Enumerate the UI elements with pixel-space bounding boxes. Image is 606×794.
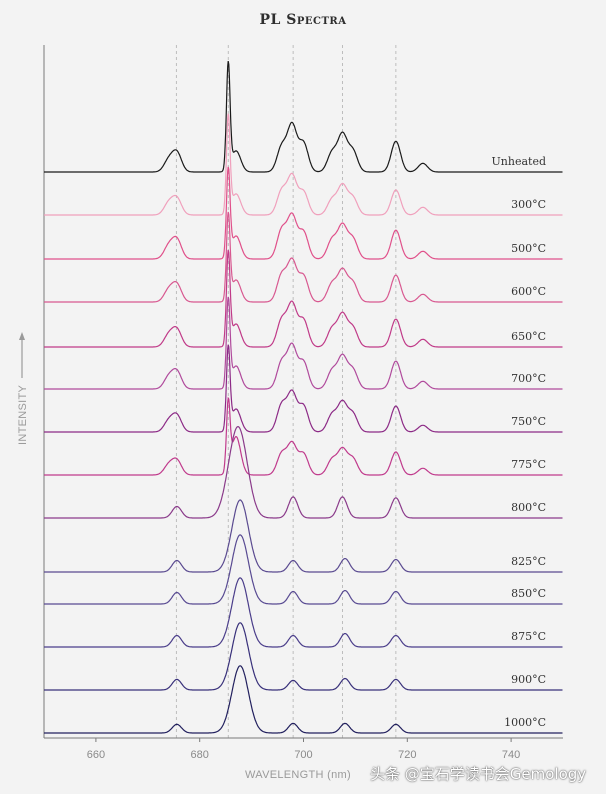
y-axis-label: INTENSITY xyxy=(17,384,29,445)
series-label-6: 750°C xyxy=(511,415,546,428)
series-line-6 xyxy=(44,344,563,433)
series-label-1: 300°C xyxy=(511,198,546,211)
x-tick-label: 660 xyxy=(87,749,105,761)
x-tick-label: 740 xyxy=(502,749,520,761)
series-line-9 xyxy=(44,499,563,573)
series-label-5: 700°C xyxy=(511,372,546,385)
series-line-7 xyxy=(44,396,563,476)
series-line-3 xyxy=(44,211,563,303)
series-label-9: 825°C xyxy=(511,555,546,568)
series-label-12: 900°C xyxy=(511,673,546,686)
series-label-13: 1000°C xyxy=(504,716,546,729)
x-tick-label: 720 xyxy=(398,749,416,761)
axes xyxy=(43,45,563,739)
series-line-5 xyxy=(44,296,563,390)
series-label-3: 600°C xyxy=(511,285,546,298)
watermark: 头条 @宝石学读书会Gemology xyxy=(370,765,587,783)
series-line-11 xyxy=(44,577,563,648)
series-line-0 xyxy=(44,60,563,173)
series-label-11: 875°C xyxy=(511,630,546,643)
series-group: Unheated 300°C 500°C 600°C 650°C 700°C 750°C 77… xyxy=(44,60,563,734)
series-line-10 xyxy=(44,534,563,605)
series-label-4: 650°C xyxy=(511,330,546,343)
y-axis-arrowhead xyxy=(19,332,25,340)
series-line-8 xyxy=(44,425,563,519)
series-line-4 xyxy=(44,249,563,348)
series-line-2 xyxy=(44,166,563,260)
chart-title: PL Spectra xyxy=(259,12,347,28)
x-axis-label: WAVELENGTH (nm) xyxy=(245,769,351,781)
x-tick-labels: 660 680 700 720 740 xyxy=(87,738,520,761)
x-tick-label: 680 xyxy=(191,749,209,761)
reference-gridlines xyxy=(175,45,397,738)
series-line-1 xyxy=(44,113,563,216)
series-line-12 xyxy=(44,622,563,691)
series-label-10: 850°C xyxy=(511,587,546,600)
series-label-7: 775°C xyxy=(511,458,546,471)
series-label-8: 800°C xyxy=(511,501,546,514)
series-label-2: 500°C xyxy=(511,242,546,255)
x-tick-label: 700 xyxy=(294,749,312,761)
series-line-13 xyxy=(44,665,563,734)
y-axis-label-group: INTENSITY xyxy=(17,332,29,445)
series-label-0: Unheated xyxy=(492,155,546,168)
